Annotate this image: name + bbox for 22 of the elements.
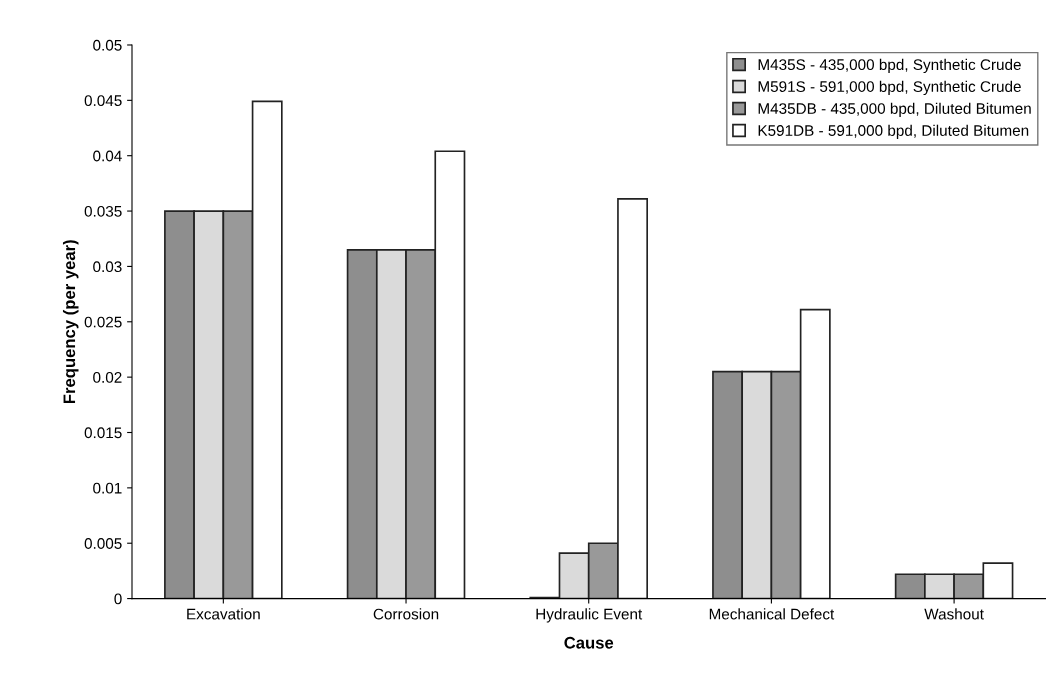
legend-label: M591S - 591,000 bpd, Synthetic Crude [758, 80, 1021, 96]
y-tick-label: 0.045 [84, 95, 122, 107]
x-tick-label: Corrosion [373, 608, 439, 620]
x-tick-label: Washout [924, 608, 984, 620]
x-axis-title: Cause [564, 636, 614, 649]
x-tick-label: Mechanical Defect [709, 608, 835, 620]
y-tick-label: 0.04 [93, 150, 122, 162]
y-tick-label: 0 [114, 593, 122, 605]
y-tick-label: 0.03 [93, 261, 122, 273]
legend-label: M435S - 435,000 bpd, Synthetic Crude [758, 58, 1021, 74]
x-tick-label: Excavation [187, 608, 260, 620]
legend-label: M435DB - 435,000 bpd, Diluted Bitumen [758, 102, 1031, 117]
y-axis-title: Frequency (per year) [62, 240, 79, 404]
y-tick-label: 0.02 [93, 372, 122, 383]
y-tick-label: 0.035 [84, 205, 122, 217]
y-tick-label: 0.01 [93, 482, 122, 494]
x-tick-label: Hydraulic Event [536, 608, 643, 623]
y-tick-label: 0.05 [93, 39, 122, 51]
legend-label: K591DB - 591,000 bpd, Diluted Bitumen [758, 124, 1029, 139]
y-tick-label: 0.015 [84, 427, 122, 439]
y-tick-label: 0.025 [84, 316, 122, 328]
y-tick-label: 0.005 [84, 538, 122, 549]
